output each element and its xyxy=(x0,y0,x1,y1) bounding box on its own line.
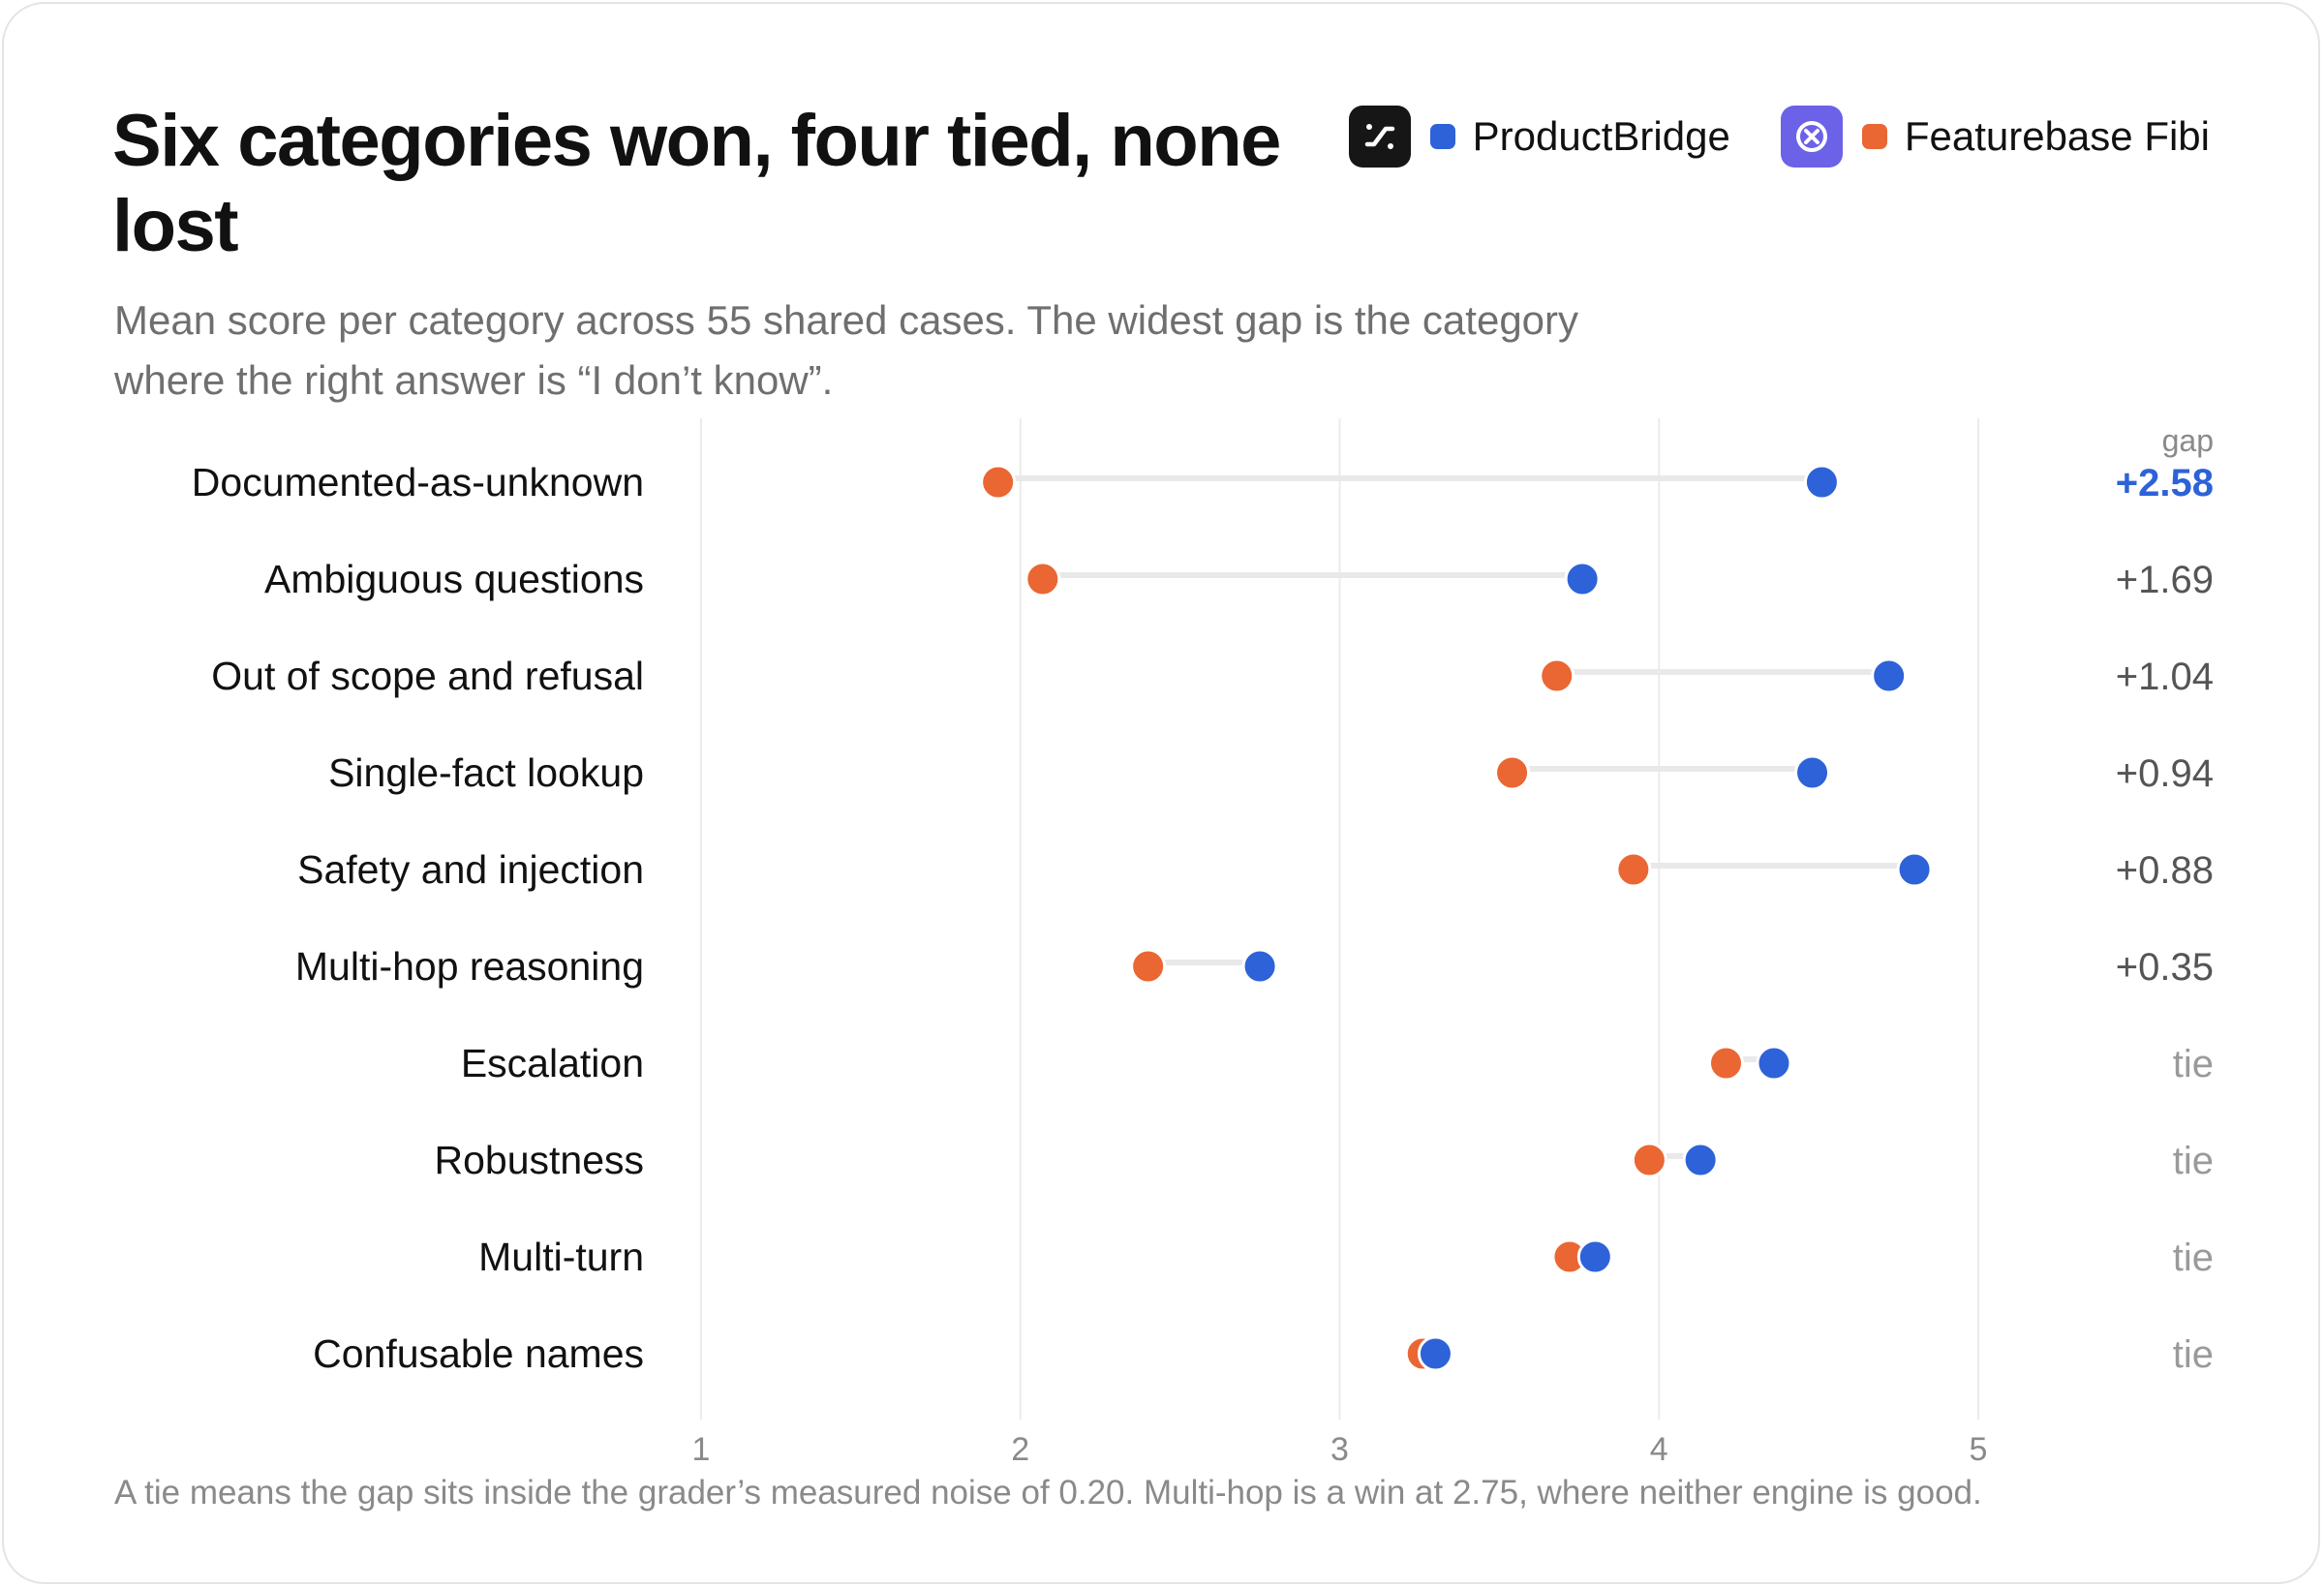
x-tick-label: 1 xyxy=(692,1431,711,1468)
featurebase-point xyxy=(1130,948,1167,985)
chart-title: Six categories won, four tied, none lost xyxy=(112,100,1281,267)
productbridge-point xyxy=(1896,851,1933,888)
featurebase-point xyxy=(1024,561,1061,597)
gap-value: tie xyxy=(2173,1140,2214,1182)
productbridge-logo-icon xyxy=(1348,106,1411,168)
productbridge-point xyxy=(1576,1238,1613,1275)
category-label: Confusable names xyxy=(313,1331,644,1376)
gap-value: +0.94 xyxy=(2116,752,2214,795)
featurebase-point xyxy=(1494,754,1531,791)
chart-footnote: A tie means the gap sits inside the grad… xyxy=(114,1474,1982,1512)
gap-value: tie xyxy=(2173,1333,2214,1376)
category-label: Out of scope and refusal xyxy=(211,654,644,698)
category-label: Safety and injection xyxy=(297,847,644,892)
featurebase-point xyxy=(1631,1142,1667,1178)
featurebase-logo-icon xyxy=(1780,106,1843,168)
gap-value: +1.69 xyxy=(2116,559,2214,601)
featurebase-point xyxy=(1615,851,1652,888)
productbridge-point xyxy=(1756,1045,1792,1082)
legend-label-featurebase: Featurebase Fibi xyxy=(1904,113,2210,159)
productbridge-point xyxy=(1794,754,1831,791)
legend-swatch-productbridge xyxy=(1429,124,1455,149)
productbridge-point xyxy=(1564,561,1601,597)
gap-value: +0.35 xyxy=(2116,946,2214,989)
productbridge-point xyxy=(1871,657,1908,694)
productbridge-point xyxy=(1803,464,1840,501)
gap-value: +2.58 xyxy=(2116,462,2214,504)
gap-header: gap xyxy=(2162,423,2214,458)
featurebase-point xyxy=(1707,1045,1744,1082)
legend: ProductBridge Featurebase Fibi xyxy=(1348,105,2210,168)
x-tick-label: 2 xyxy=(1011,1431,1029,1468)
legend-item-productbridge: ProductBridge xyxy=(1348,106,1730,168)
x-tick-label: 5 xyxy=(1970,1431,1988,1468)
legend-swatch-featurebase xyxy=(1861,124,1887,149)
x-tick-label: 4 xyxy=(1650,1431,1668,1468)
category-label: Ambiguous questions xyxy=(264,557,644,601)
chart-subtitle: Mean score per category across 55 shared… xyxy=(114,297,1579,403)
legend-label-productbridge: ProductBridge xyxy=(1472,113,1730,159)
x-tick-label: 3 xyxy=(1330,1431,1349,1468)
gap-value: tie xyxy=(2173,1237,2214,1279)
featurebase-point xyxy=(980,464,1017,501)
category-label: Single-fact lookup xyxy=(328,750,644,795)
category-label: Multi-hop reasoning xyxy=(295,944,644,989)
gap-value: tie xyxy=(2173,1043,2214,1085)
category-label: Escalation xyxy=(461,1041,644,1085)
productbridge-point xyxy=(1417,1335,1453,1372)
category-label: Robustness xyxy=(434,1138,644,1182)
legend-item-featurebase: Featurebase Fibi xyxy=(1780,106,2210,168)
productbridge-point xyxy=(1241,948,1278,985)
gap-value: +1.04 xyxy=(2116,656,2214,698)
category-label: Documented-as-unknown xyxy=(192,460,644,504)
gap-value: +0.88 xyxy=(2116,849,2214,892)
productbridge-point xyxy=(1682,1142,1719,1178)
category-label: Multi-turn xyxy=(478,1235,644,1279)
featurebase-point xyxy=(1539,657,1575,694)
